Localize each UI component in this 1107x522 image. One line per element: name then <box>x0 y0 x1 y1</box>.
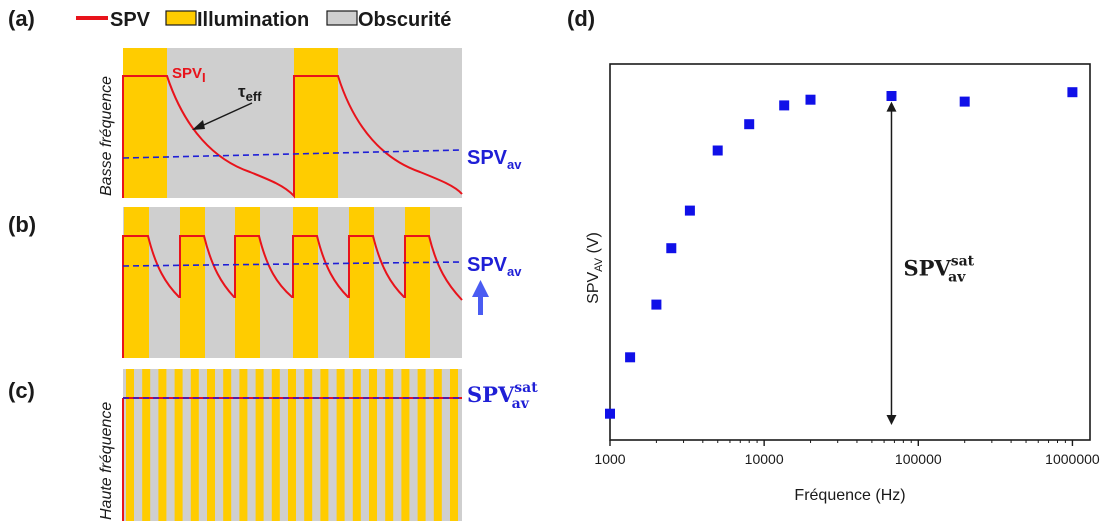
x-tick-label: 1000000 <box>1045 451 1100 467</box>
panel-label-c: (c) <box>8 378 35 403</box>
panel-c-high-frequency-label: Haute fréquence <box>98 402 115 520</box>
illumination-band <box>320 369 329 521</box>
x-tick-label: 10000 <box>745 451 784 467</box>
panel-a-spv-i-label: SPVI <box>172 65 206 85</box>
panel-a-spv-curve <box>122 75 463 199</box>
data-point <box>744 119 755 130</box>
panel-b-average-line <box>122 261 463 267</box>
panel-b-up-arrow-head <box>472 280 489 297</box>
illumination-band <box>235 207 260 358</box>
data-point <box>651 299 662 310</box>
data-point <box>666 243 677 254</box>
illumination-band <box>349 207 374 358</box>
panel-a: SPVI τeff SPVav Basse fréquence <box>98 48 522 199</box>
illumination-band <box>401 369 410 521</box>
x-tick-label: 100000 <box>895 451 942 467</box>
annotation-label: SPVsat av <box>903 253 974 285</box>
panel-a-average-line <box>122 149 463 159</box>
legend-illumination-label: Illumination <box>197 9 309 31</box>
data-point <box>805 94 816 105</box>
annotation-arrowhead-bottom <box>886 414 897 425</box>
illumination-band <box>126 369 134 521</box>
illumination-band <box>293 207 318 358</box>
illumination-band <box>352 369 361 521</box>
illumination-band <box>180 207 205 358</box>
illumination-band <box>142 369 151 521</box>
data-point <box>625 352 636 363</box>
panel-b-spv-curve <box>122 235 463 358</box>
illumination-band <box>190 369 199 521</box>
illumination-band <box>158 369 167 521</box>
illumination-band <box>174 369 183 521</box>
panel-a-tau-arrowhead <box>192 120 205 130</box>
data-points <box>605 87 1078 419</box>
legend: SPV Illumination Obscurité <box>76 9 451 31</box>
panel-label-a: (a) <box>8 6 35 31</box>
illumination-band <box>239 369 248 521</box>
illumination-band <box>385 369 394 521</box>
illumination-band <box>207 369 215 521</box>
panel-a-spv-av-label: SPVav <box>467 147 522 172</box>
panel-c-spv-sat-label: SPVsat av <box>467 380 538 412</box>
data-point <box>684 205 695 216</box>
panel-b-up-arrow-shaft <box>478 296 483 315</box>
legend-darkness-label: Obscurité <box>358 9 451 31</box>
data-point <box>959 96 970 107</box>
illumination-band <box>405 207 430 358</box>
panel-a-illumination-band-2 <box>294 48 338 198</box>
panel-label-b: (b) <box>8 212 36 237</box>
panel-a-low-frequency-label: Basse fréquence <box>98 76 115 196</box>
illumination-band <box>304 369 313 521</box>
legend-spv-label: SPV <box>110 9 151 31</box>
panel-label-d: (d) <box>567 6 595 31</box>
illumination-band <box>417 369 426 521</box>
data-point <box>605 408 615 419</box>
panel-b-spv-av-label: SPVav <box>467 254 522 279</box>
annotation-arrowhead-top <box>886 101 897 112</box>
x-axis-ticks: 1000 10000 100000 1000000 <box>594 440 1100 467</box>
data-point <box>886 91 897 101</box>
illumination-band <box>223 369 232 521</box>
panel-a-illumination-band-1 <box>123 48 167 198</box>
panel-b: SPVav <box>122 207 522 358</box>
saturation-annotation: SPVsat av <box>886 101 975 425</box>
illumination-band <box>124 207 149 358</box>
data-point <box>712 145 723 156</box>
panel-a-tau-arrow <box>196 102 253 129</box>
panel-a-tau-label: τeff <box>238 82 262 104</box>
illumination-band <box>433 369 442 521</box>
legend-illumination-swatch <box>165 10 197 26</box>
illumination-band <box>271 369 280 521</box>
illumination-band <box>288 369 296 521</box>
panel-b-illumination-bands <box>124 207 430 358</box>
data-point <box>1067 87 1078 98</box>
data-point <box>779 100 790 111</box>
panel-c: SPVsat av Haute fréquence <box>98 369 538 521</box>
y-axis-title: SPVAV (V) <box>585 232 605 304</box>
illumination-band <box>255 369 264 521</box>
illumination-band <box>336 369 345 521</box>
illumination-band <box>450 369 458 521</box>
panel-c-illumination-bands <box>126 369 458 521</box>
x-tick-label: 1000 <box>594 451 625 467</box>
scatter-chart: 1000 10000 100000 1000000 SPVsat av Fréquenc… <box>585 63 1100 504</box>
plot-frame <box>609 63 1091 441</box>
panel-a-darkness-bg <box>123 48 462 198</box>
legend-darkness-swatch <box>326 10 358 26</box>
x-axis-title: Fréquence (Hz) <box>794 487 905 504</box>
illumination-band <box>369 369 377 521</box>
